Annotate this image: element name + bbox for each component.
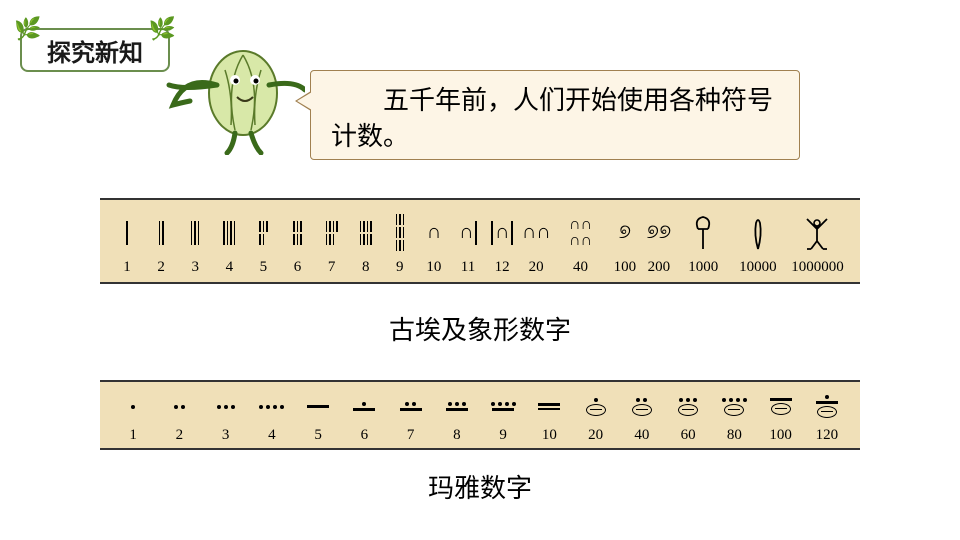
maya-numeral-strip: 1 2 3 4 5 6 7 8 9 10 20 40 60 80 100 120: [100, 380, 860, 450]
maya-caption: 玛雅数字: [0, 468, 960, 505]
eg-cell-1000: 1000: [676, 206, 731, 276]
maya-cell-120: 120: [804, 386, 850, 444]
maya-cell-100: 100: [758, 386, 804, 444]
eg-cell-1: 1: [110, 206, 144, 276]
egyptian-numeral-strip: 1 2 3 4 5 6 7 8 9 ∩10 ∩11 ∩12 ∩∩20 ∩∩∩∩4…: [100, 198, 860, 284]
eg-cell-20: ∩∩20: [519, 206, 553, 276]
maya-cell-5: 5: [295, 386, 341, 444]
eg-cell-2: 2: [144, 206, 178, 276]
eg-cell-12: ∩12: [485, 206, 519, 276]
maya-cell-60: 60: [665, 386, 711, 444]
eg-cell-10: ∩10: [417, 206, 451, 276]
speech-text: 五千年前，人们开始使用各种符号计数。: [331, 86, 773, 151]
maya-cell-4: 4: [249, 386, 295, 444]
eg-cell-6: 6: [280, 206, 314, 276]
section-badge: 🌿 🌿 探究新知: [20, 28, 170, 84]
maya-cell-3: 3: [203, 386, 249, 444]
eg-cell-4: 4: [212, 206, 246, 276]
maya-cell-10: 10: [526, 386, 572, 444]
eg-cell-7: 7: [315, 206, 349, 276]
cabbage-character: [165, 35, 305, 155]
maya-cell-7: 7: [388, 386, 434, 444]
maya-cell-6: 6: [341, 386, 387, 444]
eg-cell-40: ∩∩∩∩40: [553, 206, 608, 276]
maya-cell-80: 80: [711, 386, 757, 444]
eg-cell-11: ∩11: [451, 206, 485, 276]
eg-cell-100: ୭100: [608, 206, 642, 276]
eg-cell-3: 3: [178, 206, 212, 276]
leaf-decor-left: 🌿: [14, 16, 41, 42]
maya-cell-9: 9: [480, 386, 526, 444]
maya-cell-20: 20: [573, 386, 619, 444]
eg-cell-10000: 10000: [731, 206, 786, 276]
maya-cell-8: 8: [434, 386, 480, 444]
eg-cell-8: 8: [349, 206, 383, 276]
eg-cell-5: 5: [246, 206, 280, 276]
egyptian-caption: 古埃及象形数字: [0, 310, 960, 347]
eg-cell-200: ୭୭200: [642, 206, 676, 276]
eg-cell-9: 9: [383, 206, 417, 276]
maya-cell-40: 40: [619, 386, 665, 444]
maya-cell-1: 1: [110, 386, 156, 444]
eg-cell-1000000: 1000000: [785, 206, 850, 276]
speech-bubble: 五千年前，人们开始使用各种符号计数。: [310, 70, 800, 160]
maya-cell-2: 2: [156, 386, 202, 444]
section-title: 探究新知: [20, 28, 170, 72]
